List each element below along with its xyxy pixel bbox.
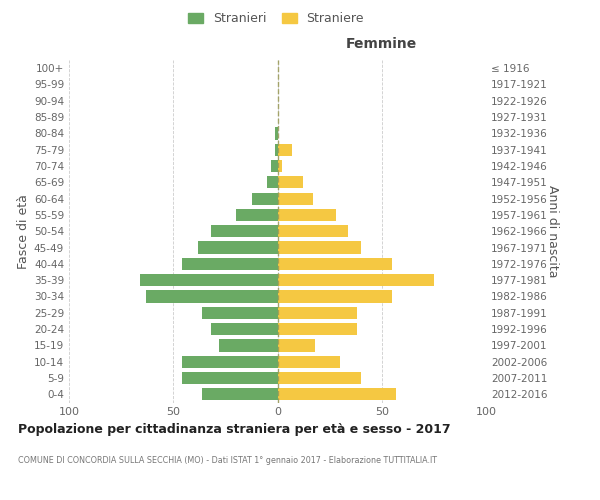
Legend: Stranieri, Straniere: Stranieri, Straniere <box>184 8 368 29</box>
Bar <box>182 356 277 368</box>
Bar <box>219 340 277 351</box>
Bar <box>277 340 315 351</box>
Bar <box>202 306 277 319</box>
Bar <box>271 160 277 172</box>
Bar <box>277 274 434 286</box>
Bar <box>277 242 361 254</box>
Bar <box>182 258 277 270</box>
Y-axis label: Anni di nascita: Anni di nascita <box>546 185 559 278</box>
Bar <box>236 209 277 221</box>
Bar <box>277 290 392 302</box>
Bar <box>275 128 277 140</box>
Bar <box>277 323 357 335</box>
Bar <box>277 306 357 319</box>
Bar <box>277 144 292 156</box>
Bar <box>277 225 349 237</box>
Text: Femmine: Femmine <box>346 38 418 52</box>
Bar <box>267 176 277 188</box>
Bar <box>182 372 277 384</box>
Bar <box>253 192 277 204</box>
Bar <box>140 274 277 286</box>
Bar <box>277 176 302 188</box>
Bar <box>277 209 336 221</box>
Bar <box>275 144 277 156</box>
Bar <box>277 372 361 384</box>
Bar <box>198 242 277 254</box>
Bar <box>277 192 313 204</box>
Bar <box>277 388 397 400</box>
Bar <box>277 356 340 368</box>
Bar <box>211 225 277 237</box>
Bar <box>202 388 277 400</box>
Bar <box>211 323 277 335</box>
Text: COMUNE DI CONCORDIA SULLA SECCHIA (MO) - Dati ISTAT 1° gennaio 2017 - Elaborazio: COMUNE DI CONCORDIA SULLA SECCHIA (MO) -… <box>18 456 437 465</box>
Bar <box>146 290 277 302</box>
Bar <box>277 160 281 172</box>
Y-axis label: Fasce di età: Fasce di età <box>17 194 30 268</box>
Text: Popolazione per cittadinanza straniera per età e sesso - 2017: Popolazione per cittadinanza straniera p… <box>18 422 451 436</box>
Bar <box>277 258 392 270</box>
